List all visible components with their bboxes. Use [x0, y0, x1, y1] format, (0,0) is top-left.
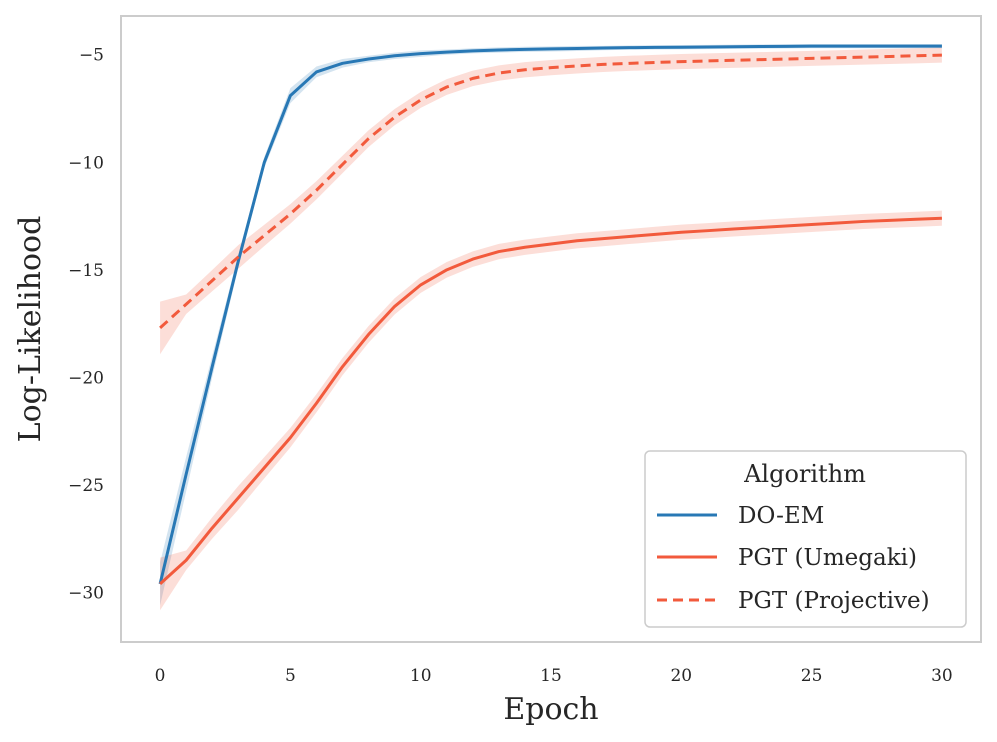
legend: Algorithm DO-EM PGT (Umegaki) PGT (Proje… [644, 450, 967, 628]
x-tick-label: 5 [285, 666, 296, 686]
legend-title: Algorithm [743, 460, 866, 488]
plot-frame [120, 15, 982, 643]
series-line-pgt-projective [159, 53, 942, 330]
x-tick-label: 10 [410, 666, 432, 686]
y-tick-label: −20 [68, 368, 104, 388]
x-tick-label: 25 [801, 666, 823, 686]
x-tick-label: 30 [931, 666, 953, 686]
series-line-do-em [158, 44, 942, 585]
x-tick-label: 15 [540, 666, 562, 686]
x-tick-label: 0 [155, 666, 166, 686]
y-axis-label: Log-Likelihood [13, 216, 48, 443]
legend-box [644, 450, 967, 628]
series-lines [158, 44, 942, 586]
y-tick-label: −15 [68, 261, 104, 281]
legend-label-do-em: DO-EM [738, 503, 824, 529]
y-tick-label: −25 [68, 476, 104, 496]
y-tick-label: −10 [68, 153, 104, 173]
x-tick-label: 20 [670, 666, 692, 686]
series-line-pgt-umegaki [159, 216, 942, 586]
y-tick-label: −30 [68, 584, 104, 604]
legend-label-pgt-projective: PGT (Projective) [738, 588, 930, 614]
y-axis-ticks: −5 −10 −15 −20 −25 −30 [68, 46, 104, 604]
legend-label-pgt-umegaki: PGT (Umegaki) [738, 545, 917, 571]
x-axis-ticks: 0 5 10 15 20 25 30 [155, 666, 953, 686]
confidence-bands [160, 43, 942, 611]
band-pgt-umegaki [160, 210, 942, 611]
y-tick-label: −5 [79, 46, 104, 66]
x-axis-label: Epoch [503, 692, 598, 727]
